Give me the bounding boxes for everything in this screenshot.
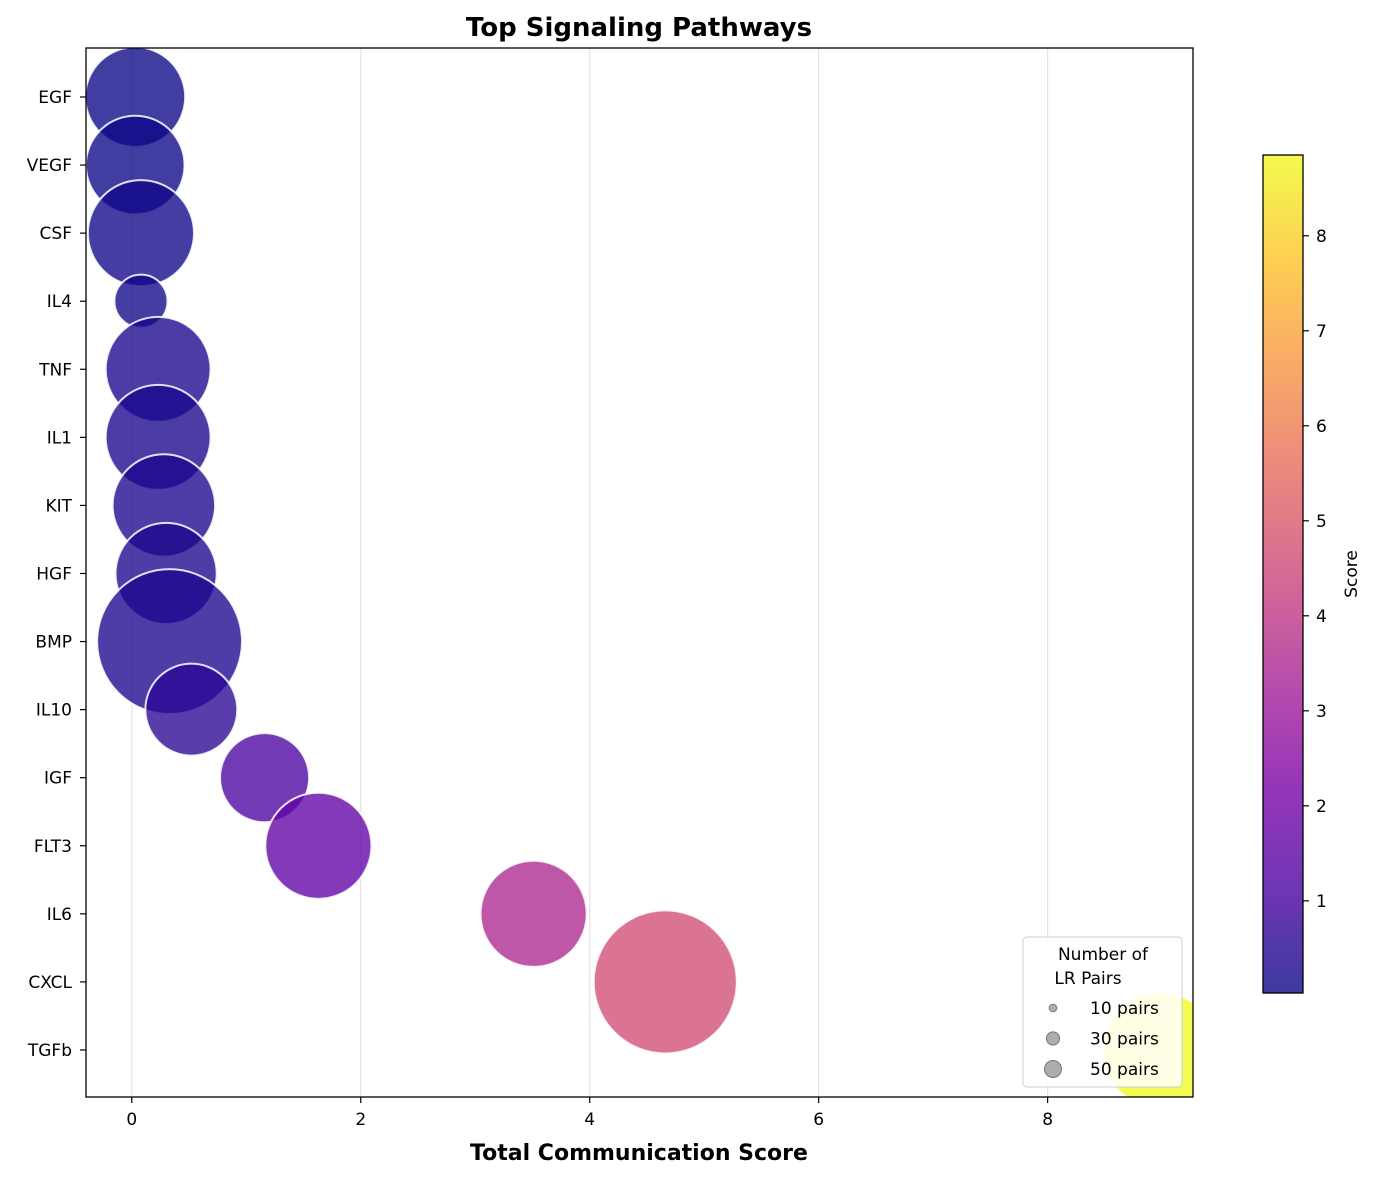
x-axis-label: Total Communication Score	[470, 1141, 808, 1166]
x-tick-label: 4	[584, 1110, 595, 1130]
bubble-cxcl	[592, 909, 738, 1055]
y-tick-label-vegf: VEGF	[27, 156, 72, 176]
y-tick-label-cxcl: CXCL	[28, 973, 72, 993]
legend-entry-label: 10 pairs	[1090, 999, 1159, 1019]
colorbar-tick-label: 4	[1316, 607, 1327, 627]
legend-title-line-1: Number of	[1058, 945, 1149, 965]
y-tick-label-csf: CSF	[40, 224, 72, 244]
legend-box	[1022, 936, 1183, 1088]
x-tick-label: 2	[355, 1110, 366, 1130]
legend-entry-label: 50 pairs	[1090, 1060, 1159, 1080]
x-tick-label: 8	[1042, 1110, 1053, 1130]
bubble-igf	[219, 732, 311, 824]
bubble-csf	[86, 179, 196, 288]
x-tick-label: 0	[126, 1110, 137, 1130]
y-tick-label-egf: EGF	[38, 88, 72, 108]
size-legend: Number of LR Pairs 10 pairs 30 pairs 50 pa…	[1022, 936, 1183, 1088]
legend-entry-label: 30 pairs	[1090, 1030, 1159, 1050]
colorbar-frame	[1262, 154, 1304, 994]
y-tick-label-igf: IGF	[44, 769, 72, 789]
y-axis-ticks: EGF VEGF CSF IL4 TNF IL1 KIT HGF BMP IL10 IGF FLT3 I…	[27, 88, 86, 1061]
colorbar: 1 2 3 4 5 6 7 8 Score	[1262, 154, 1362, 994]
colorbar-tick-label: 2	[1316, 797, 1327, 817]
colorbar-tick-label: 7	[1316, 322, 1327, 342]
y-tick-label-bmp: BMP	[35, 633, 72, 653]
y-tick-label-tnf: TNF	[38, 360, 72, 380]
colorbar-tick-label: 5	[1316, 512, 1327, 532]
y-tick-label-il10: IL10	[36, 701, 72, 721]
grid-lines	[131, 48, 1049, 1097]
plot-frame	[85, 47, 1194, 1098]
y-tick-label-il4: IL4	[47, 292, 72, 312]
legend-title-line-2: LR Pairs	[1054, 969, 1121, 989]
colorbar-tick-label: 6	[1316, 417, 1327, 437]
legend-marker	[1048, 1003, 1058, 1013]
bubble-flt3	[264, 791, 373, 900]
legend-marker	[1045, 1031, 1061, 1046]
colorbar-label: Score	[1342, 550, 1362, 598]
y-tick-label-tgfb: TGFb	[27, 1041, 72, 1061]
y-tick-label-il1: IL1	[47, 428, 72, 448]
colorbar-gradient	[1263, 155, 1303, 993]
y-tick-label-kit: KIT	[45, 496, 72, 516]
colorbar-tick-label: 1	[1316, 892, 1327, 912]
y-tick-label-hgf: HGF	[36, 564, 72, 584]
y-tick-label-flt3: FLT3	[34, 837, 72, 857]
chart-title: Top Signaling Pathways	[466, 13, 812, 43]
legend-marker	[1044, 1060, 1062, 1078]
x-axis-ticks: 0 2 4 6 8	[126, 1097, 1053, 1130]
colorbar-tick-label: 8	[1316, 227, 1327, 247]
y-tick-label-il6: IL6	[47, 905, 72, 925]
x-tick-label: 6	[813, 1110, 824, 1130]
bubble-il10	[144, 662, 239, 757]
colorbar-tick-label: 3	[1316, 702, 1327, 722]
bubble-il6	[479, 859, 588, 968]
